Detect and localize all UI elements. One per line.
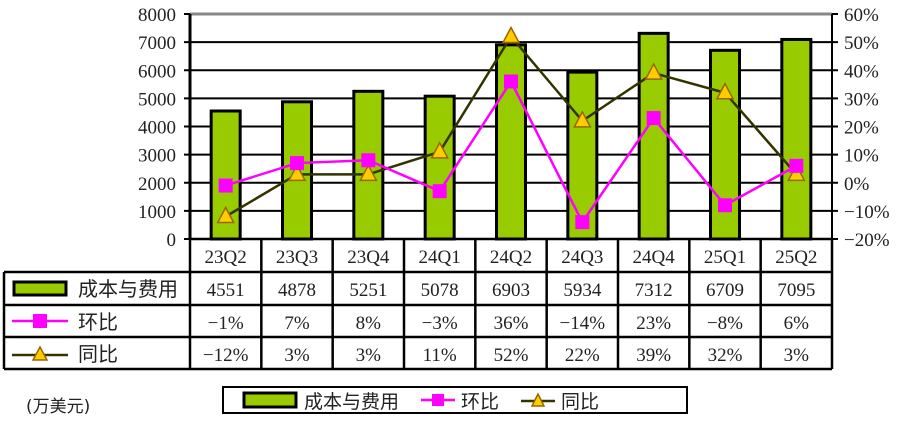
legend-item-cost: 成本与费用: [242, 387, 399, 414]
table-cell: 5078: [421, 280, 459, 301]
table-cell: 11%: [423, 345, 457, 366]
left-axis-tick: 7000: [138, 33, 176, 54]
table-cell: 5251: [349, 280, 387, 301]
table-cell: 7095: [777, 280, 815, 301]
left-axis-tick: 4000: [138, 118, 176, 139]
table-cell: 5934: [563, 280, 602, 301]
triangle-marker-icon: [430, 141, 449, 159]
triangle-marker-icon: [573, 110, 592, 128]
square-marker-icon: [361, 153, 376, 168]
table-cell: 36%: [494, 313, 529, 334]
square-marker-icon: [432, 184, 447, 199]
category-label: 24Q1: [419, 247, 461, 268]
left-axis-tick: 2000: [138, 174, 176, 195]
line-series: [216, 25, 806, 230]
right-axis-tick: 0%: [844, 174, 870, 195]
table-cell: −3%: [422, 313, 458, 334]
yellow-triangle-icon: [31, 345, 49, 361]
table-cell: 6%: [784, 313, 810, 334]
axes: 0 1000 2000 3000 4000 5000 6000 7000 8000 −20% −10…: [138, 5, 890, 251]
table-cell: 39%: [636, 345, 671, 366]
triangle-marker-icon: [359, 163, 378, 182]
row-label: 同比: [78, 342, 118, 366]
green-bar-swatch-icon: [242, 391, 298, 409]
square-marker-icon: [646, 111, 661, 126]
table-cell: 7312: [635, 280, 673, 301]
table-cell: 52%: [494, 345, 529, 366]
table-cell: 22%: [565, 345, 600, 366]
square-marker-icon: [218, 178, 233, 193]
legend-item-yoy: 同比: [521, 387, 599, 414]
left-axis-tick: 8000: [138, 5, 176, 26]
legend: 成本与费用 环比 同比: [222, 386, 688, 414]
green-bar-swatch-icon: [12, 280, 68, 297]
table-cell: 4551: [207, 280, 245, 301]
table-cell: 3%: [784, 345, 810, 366]
category-label: 25Q1: [704, 247, 746, 268]
row-label: 环比: [78, 310, 118, 334]
square-marker-icon: [290, 156, 304, 171]
legend-label-cost: 成本与费用: [304, 390, 400, 413]
category-label: 24Q3: [561, 247, 603, 268]
data-table: 23Q2 23Q3 23Q4 24Q1 24Q2 24Q3 24Q4 25Q1 25Q2 4551…: [2, 237, 834, 371]
table-cell: −12%: [203, 345, 249, 366]
right-axis-tick: 40%: [844, 61, 879, 82]
right-axis-tick: −20%: [844, 230, 890, 251]
left-axis-tick: 5000: [138, 89, 176, 110]
category-label: 23Q4: [347, 247, 390, 268]
bar: [495, 43, 527, 241]
yellow-triangle-line-icon: [521, 392, 556, 407]
square-marker-icon: [718, 198, 732, 213]
category-label: 24Q4: [633, 247, 676, 268]
triangle-marker-icon: [216, 205, 235, 224]
row-label: 成本与费用: [78, 277, 178, 301]
category-label: 25Q2: [775, 247, 817, 268]
table-cell: 7%: [284, 313, 310, 334]
bar: [780, 37, 813, 241]
unit-label: (万美元): [26, 397, 91, 417]
category-label: 23Q3: [276, 247, 318, 268]
left-axis-tick: 0: [167, 230, 177, 251]
right-axis-tick: 30%: [844, 89, 879, 110]
triangle-marker-icon: [644, 62, 663, 80]
table-cell: −14%: [560, 313, 606, 334]
combo-chart: 0 1000 2000 3000 4000 5000 6000 7000 8000 −20% −10…: [2, 5, 890, 371]
table-cell: 23%: [636, 313, 671, 334]
right-axis-tick: 10%: [844, 146, 879, 167]
magenta-square-line-icon: [421, 394, 456, 406]
triangle-marker-icon: [287, 163, 307, 182]
bar: [637, 31, 670, 241]
table-cell: 3%: [356, 345, 382, 366]
triangle-marker-icon: [501, 25, 521, 44]
legend-label-qoq: 环比: [461, 390, 500, 413]
category-label: 23Q2: [205, 247, 247, 268]
category-label: 24Q2: [490, 247, 532, 268]
table-cell: 8%: [356, 313, 382, 334]
bar: [566, 70, 599, 241]
table-cell: 32%: [708, 345, 743, 366]
square-marker-icon: [575, 215, 590, 230]
magenta-square-icon: [33, 314, 47, 328]
left-axis-tick: 6000: [138, 61, 176, 82]
legend-item-qoq: 环比: [421, 387, 499, 414]
right-axis-tick: 20%: [844, 118, 879, 139]
square-marker-icon: [504, 74, 518, 89]
table-cell: 6903: [492, 280, 530, 301]
square-marker-icon: [789, 158, 804, 173]
table-cell: −8%: [707, 313, 743, 334]
bar: [423, 94, 456, 241]
right-axis-tick: 60%: [844, 5, 879, 26]
triangle-marker-icon: [715, 82, 735, 100]
table-cell: 6709: [706, 280, 744, 301]
left-axis-tick: 1000: [138, 202, 176, 223]
right-axis-tick: −10%: [844, 202, 890, 223]
table-cell: −1%: [208, 313, 244, 334]
left-axis-tick: 3000: [138, 146, 176, 167]
right-axis-tick: 50%: [844, 33, 879, 54]
table-cell: 4878: [278, 280, 316, 301]
legend-label-yoy: 同比: [561, 390, 600, 413]
table-cell: 3%: [284, 345, 310, 366]
